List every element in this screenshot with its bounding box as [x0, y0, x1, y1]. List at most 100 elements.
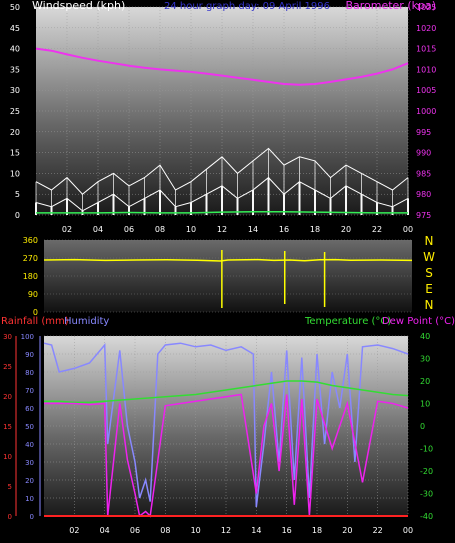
wind-right-tick-label: 975 — [416, 211, 431, 220]
temp-tick-label: 40 — [420, 332, 430, 341]
wind-ticks: 0510152025303540455097598098599099510001… — [10, 3, 437, 234]
temperature-x-tick-label: 22 — [373, 526, 383, 535]
temp-tick-label: -20 — [420, 467, 433, 476]
temperature-series — [43, 342, 409, 518]
wind-left-tick-label: 20 — [10, 128, 20, 137]
rain-tick-label: 10 — [3, 453, 12, 461]
temp-tick-label: 30 — [420, 355, 430, 364]
compass-label: N — [425, 298, 434, 312]
humidity-tick-label: 40 — [25, 441, 34, 449]
wind-x-tick-label: 08 — [155, 225, 165, 234]
wind-x-tick-label: 06 — [124, 225, 134, 234]
temp-tick-label: -30 — [420, 490, 433, 499]
temperature-x-tick-label: 04 — [100, 526, 110, 535]
temperature-x-tick-label: 12 — [221, 526, 231, 535]
wind-ylabel-left: Windspeed (kph) — [32, 0, 125, 12]
humidity-tick-label: 90 — [25, 351, 34, 359]
wind-left-tick-label: 35 — [10, 65, 20, 74]
wind-right-tick-label: 1015 — [416, 45, 436, 54]
rain-ylabel: Rainfall (mm) — [1, 316, 69, 327]
temperature-x-tick-label: 14 — [251, 526, 261, 535]
wind-ylabel-right: Barometer (kpa) — [345, 0, 436, 12]
wind-left-tick-label: 0 — [15, 211, 20, 220]
humidity-tick-label: 70 — [25, 387, 34, 395]
temp-tick-label: -10 — [420, 445, 433, 454]
temp-tick-label: 20 — [420, 377, 430, 386]
wind-x-tick-label: 16 — [279, 225, 289, 234]
temperature-x-tick-label: 02 — [69, 526, 79, 535]
wind-left-tick-label: 10 — [10, 169, 20, 178]
temp-ylabel: Temperature (°C) — [304, 316, 391, 327]
rain-tick-label: 20 — [3, 393, 12, 401]
wind-x-tick-label: 02 — [62, 225, 72, 234]
wind-right-tick-label: 980 — [416, 190, 431, 199]
wind-x-tick-label: 04 — [93, 225, 103, 234]
direction-tick-label: 0 — [33, 308, 38, 317]
wind-left-tick-label: 40 — [10, 45, 20, 54]
wind-right-tick-label: 995 — [416, 128, 431, 137]
wind-left-tick-label: 5 — [15, 190, 20, 199]
wind-right-tick-label: 1010 — [416, 65, 436, 74]
temp-tick-label: 0 — [420, 422, 425, 431]
wind-right-tick-label: 1025 — [416, 3, 436, 12]
humidity-tick-label: 60 — [25, 405, 34, 413]
series-line-wind_avg — [36, 210, 408, 214]
temperature-ticks: 0510152025300102030405060708090100-40-30… — [3, 332, 433, 535]
wind-left-tick-label: 50 — [10, 3, 20, 12]
direction-tick-label: 180 — [23, 272, 38, 281]
direction-grid — [44, 239, 412, 313]
temperature-x-tick-label: 16 — [282, 526, 292, 535]
series-line-temperature — [44, 380, 409, 404]
direction-ticks: 0 90 180 270 360 — [23, 236, 38, 317]
series-line-humidity — [43, 342, 409, 508]
humidity-tick-label: 30 — [25, 459, 34, 467]
wind-right-tick-label: 990 — [416, 149, 431, 158]
temperature-x-tick-label: 06 — [130, 526, 140, 535]
wind-left-tick-label: 15 — [10, 149, 20, 158]
compass-label: S — [425, 266, 433, 280]
temperature-x-tick-label: 18 — [312, 526, 322, 535]
humidity-tick-label: 50 — [25, 423, 34, 431]
temperature-x-tick-label: 20 — [342, 526, 352, 535]
rain-tick-label: 15 — [3, 423, 12, 431]
wind-left-tick-label: 45 — [10, 24, 20, 33]
humidity-tick-label: 10 — [25, 495, 34, 503]
wind-chart-title: 24 hour graph day: 09 April 1996 — [164, 1, 330, 12]
wind-line-wind_gust — [35, 147, 409, 195]
wind-x-tick-label: 20 — [341, 225, 351, 234]
wind-right-tick-label: 985 — [416, 169, 431, 178]
series-line-dewpoint — [44, 393, 409, 518]
wind-x-tick-label: 22 — [372, 225, 382, 234]
wind-left-tick-label: 25 — [10, 107, 20, 116]
wind-right-tick-label: 1000 — [416, 107, 436, 116]
direction-tick-label: 270 — [23, 254, 38, 263]
direction-tick-label: 360 — [23, 236, 38, 245]
compass-label: E — [425, 282, 433, 296]
direction-series — [43, 250, 413, 308]
wind-x-tick-label: 10 — [186, 225, 196, 234]
wind-x-tick-label: 00 — [403, 225, 413, 234]
rain-tick-label: 5 — [8, 483, 12, 491]
wind-barometer-panel: 0510152025303540455097598098599099510001… — [10, 0, 437, 234]
temp-tick-label: 10 — [420, 400, 430, 409]
humidity-ylabel: Humidity — [64, 316, 109, 327]
rain-tick-label: 0 — [8, 513, 12, 521]
rain-tick-label: 25 — [3, 363, 12, 371]
wind-x-tick-label: 18 — [310, 225, 320, 234]
direction-line — [43, 258, 413, 262]
direction-tick-label: 90 — [28, 290, 38, 299]
temp-tick-label: -40 — [420, 512, 433, 521]
compass-label: W — [423, 250, 435, 264]
humidity-tick-label: 80 — [25, 369, 34, 377]
wind-right-tick-label: 1005 — [416, 86, 436, 95]
humidity-tick-label: 0 — [30, 513, 34, 521]
wind-series — [35, 47, 409, 215]
wind-x-tick-label: 12 — [217, 225, 227, 234]
series-line-barometer — [35, 47, 409, 86]
wind-right-tick-label: 1020 — [416, 24, 436, 33]
humidity-tick-label: 100 — [21, 333, 34, 341]
temperature-x-tick-label: 00 — [403, 526, 413, 535]
